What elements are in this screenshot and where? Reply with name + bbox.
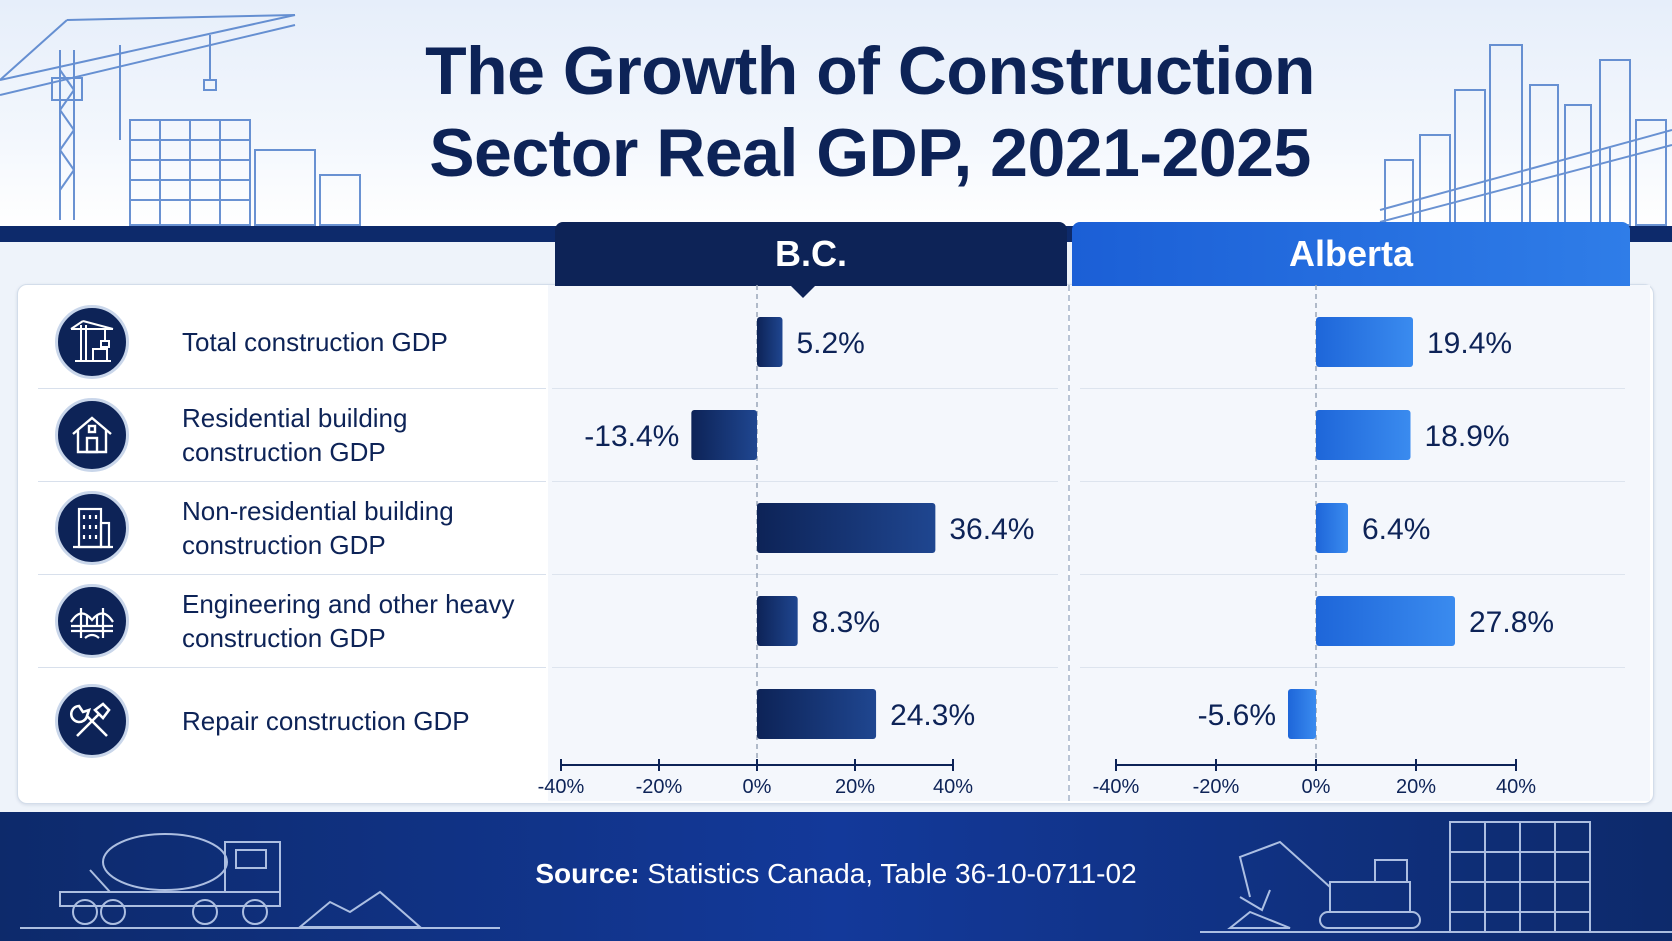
footer-banner: Source: Statistics Canada, Table 36-10-0… [0,812,1672,941]
category-label: Non-residential building construction GD… [182,496,454,560]
title-line-2: Sector Real GDP, 2021-2025 [429,115,1311,191]
bc-value-label: 36.4% [949,513,1034,546]
category-row-repair: Repair construction GDP [38,675,546,767]
alberta-chart: -40% -20% 0% 20% 40% 19.4% 18.9% 6.4% 27.8% -5.6% [1093,285,1554,798]
bc-bar [757,596,798,646]
panel-separator [1068,285,1070,801]
bc-grid-line [552,667,1058,668]
bc-x-tick-label: 40% [933,776,973,798]
alberta-bar [1316,596,1455,646]
category-row-non-residential: Non-residential building construction GD… [38,482,546,574]
bc-value-label: -13.4% [584,420,679,453]
category-label: Total construction GDP [182,327,448,357]
alberta-value-label: -5.6% [1198,699,1276,732]
alberta-grid-line [1080,481,1625,482]
bc-x-tick-label: -40% [538,776,585,798]
alberta-grid-line [1080,388,1625,389]
bc-bar [757,503,936,553]
row-divider [38,481,546,482]
category-label: Repair construction GDP [182,706,470,736]
category-row-residential: Residential building construction GDP [38,389,546,481]
bc-bar [757,689,877,739]
construction-skyline-illustration [0,14,1672,226]
bc-value-label: 24.3% [890,699,975,732]
bc-header-notch [791,286,815,298]
category-row-total: Total construction GDP [38,296,546,388]
row-divider [38,667,546,668]
source-note: Source: Statistics Canada, Table 36-10-0… [0,858,1672,890]
category-label: Engineering and other heavy construction… [182,589,515,653]
alberta-grid-line [1080,667,1625,668]
bc-bar [757,317,783,367]
header-banner: The Growth of Construction Sector Real G… [0,0,1672,228]
house-icon [55,398,129,472]
bc-x-tick-label: -20% [636,776,683,798]
alberta-x-tick-label: 40% [1496,776,1536,798]
bc-grid-line [552,388,1058,389]
crane-icon [55,305,129,379]
tools-icon [55,684,129,758]
bc-bar [691,410,757,460]
alberta-x-tick-label: 0% [1302,776,1331,798]
alberta-x-tick-label: -20% [1193,776,1240,798]
alberta-bar [1316,503,1348,553]
row-divider [38,574,546,575]
bc-x-tick-label: 20% [835,776,875,798]
office-building-icon [55,491,129,565]
category-label: Residential building construction GDP [182,403,408,467]
alberta-panel-header: Alberta [1072,222,1630,286]
source-prefix: Source: [535,858,640,889]
alberta-x-tick-label: 20% [1396,776,1436,798]
bc-chart: -40% -20% 0% 20% 40% 5.2% -13.4% 36.4% 8.3% 24.3% [538,285,1034,798]
alberta-value-label: 6.4% [1362,513,1430,546]
bridge-icon [55,584,129,658]
alberta-value-label: 27.8% [1469,606,1554,639]
alberta-bar [1316,317,1413,367]
alberta-x-tick-label: -40% [1093,776,1140,798]
row-divider [38,388,546,389]
bc-x-tick-label: 0% [743,776,772,798]
source-text: Statistics Canada, Table 36-10-0711-02 [639,858,1137,889]
alberta-panel-title: Alberta [1288,233,1414,274]
alberta-value-label: 19.4% [1427,327,1512,360]
bc-value-label: 5.2% [796,327,864,360]
alberta-bar [1288,689,1316,739]
alberta-value-label: 18.9% [1425,420,1510,453]
bc-value-label: 8.3% [812,606,880,639]
bc-grid-line [552,574,1058,575]
bc-panel-header: B.C. [555,222,1067,298]
alberta-column-background [1070,285,1650,801]
alberta-bar [1316,410,1411,460]
page-title: The Growth of Construction Sector Real G… [300,30,1440,194]
alberta-grid-line [1080,574,1625,575]
category-row-engineering: Engineering and other heavy construction… [38,575,546,667]
construction-vehicles-illustration [20,821,1672,933]
title-line-1: The Growth of Construction [425,33,1315,109]
bc-grid-line [552,481,1058,482]
bc-panel-title: B.C. [775,233,847,274]
